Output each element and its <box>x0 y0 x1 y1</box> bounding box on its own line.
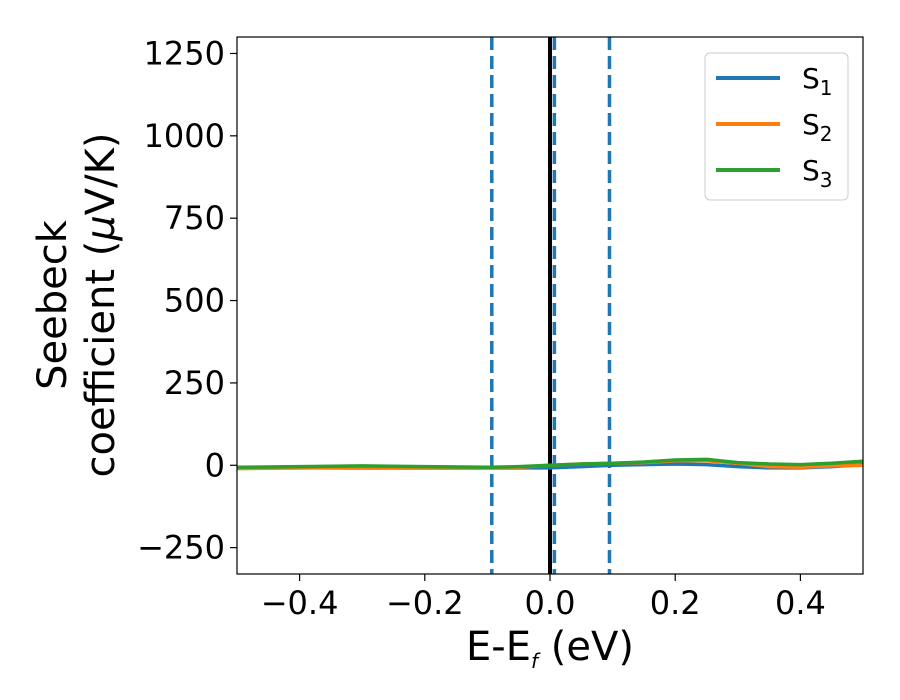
legend-label-2: S2 <box>802 108 833 146</box>
legend-label-3: S3 <box>802 154 833 192</box>
y-tick-label: −250 <box>137 529 225 567</box>
x-tick-label: 0.4 <box>775 584 826 622</box>
y-tick-label: 1000 <box>144 117 225 155</box>
x-tick-label: 0.2 <box>650 584 701 622</box>
legend: S1 S2 S3 <box>704 52 849 201</box>
x-tick-label: −0.2 <box>386 584 464 622</box>
y-axis-ticks: −250 0 250 500 750 1000 1250 <box>137 34 237 567</box>
legend-box <box>704 52 849 201</box>
legend-label-1: S1 <box>802 62 833 100</box>
y-tick-label: 1250 <box>144 34 225 72</box>
y-axis-label: Seebeckcoefficient (μV/K) <box>30 133 124 478</box>
x-axis-label: E-Ef (eV) <box>466 624 634 673</box>
series-lines <box>236 457 864 471</box>
x-axis-ticks: −0.4 −0.2 0.0 0.2 0.4 <box>261 574 826 622</box>
y-tick-label: 500 <box>164 282 225 320</box>
y-tick-label: 0 <box>205 446 225 484</box>
vertical-lines <box>490 37 612 574</box>
y-tick-label: 250 <box>164 364 225 402</box>
x-tick-label: −0.4 <box>261 584 339 622</box>
y-tick-label: 750 <box>164 199 225 237</box>
x-tick-label: 0.0 <box>525 584 576 622</box>
series-line-3 <box>236 457 864 470</box>
